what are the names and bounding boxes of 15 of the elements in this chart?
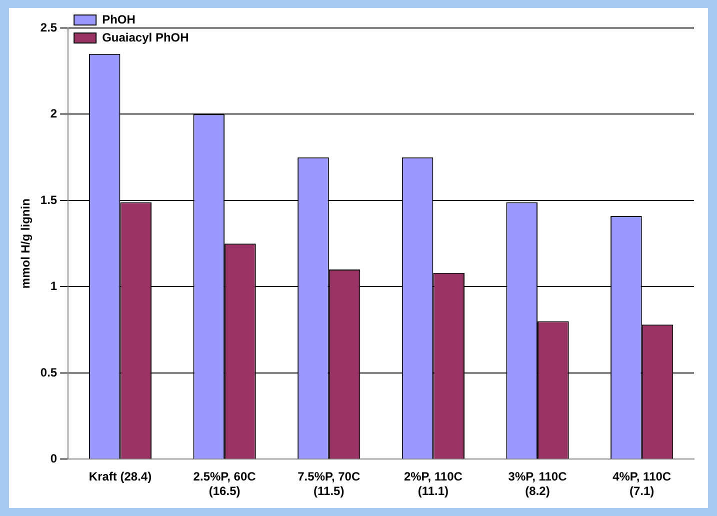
y-tick-label: 2.5 — [40, 20, 58, 34]
x-tick-label: 2.5%P, 60C (16.5) — [193, 470, 256, 498]
legend-label: PhOH — [102, 12, 136, 26]
y-axis-title: mmol H/g lignin — [18, 198, 33, 289]
x-tick-label: Kraft (28.4) — [88, 470, 152, 484]
x-tick-label: 7.5%P, 70C (11.5) — [298, 470, 360, 498]
x-tick-label: 2%P, 110C (11.1) — [404, 470, 463, 498]
y-tick-label: 0.5 — [40, 365, 58, 380]
y-tick-label: 2 — [50, 106, 58, 121]
y-tick-label: 0 — [50, 452, 58, 466]
y-tick-label: 1.5 — [40, 192, 58, 207]
y-tick-label: 1 — [50, 279, 58, 294]
x-tick-label: 3%P, 110C (8.2) — [508, 470, 568, 498]
legend-label: Guaiacyl PhOH — [102, 30, 189, 44]
x-tick-label: 4%P, 110C (7.1) — [612, 470, 672, 498]
